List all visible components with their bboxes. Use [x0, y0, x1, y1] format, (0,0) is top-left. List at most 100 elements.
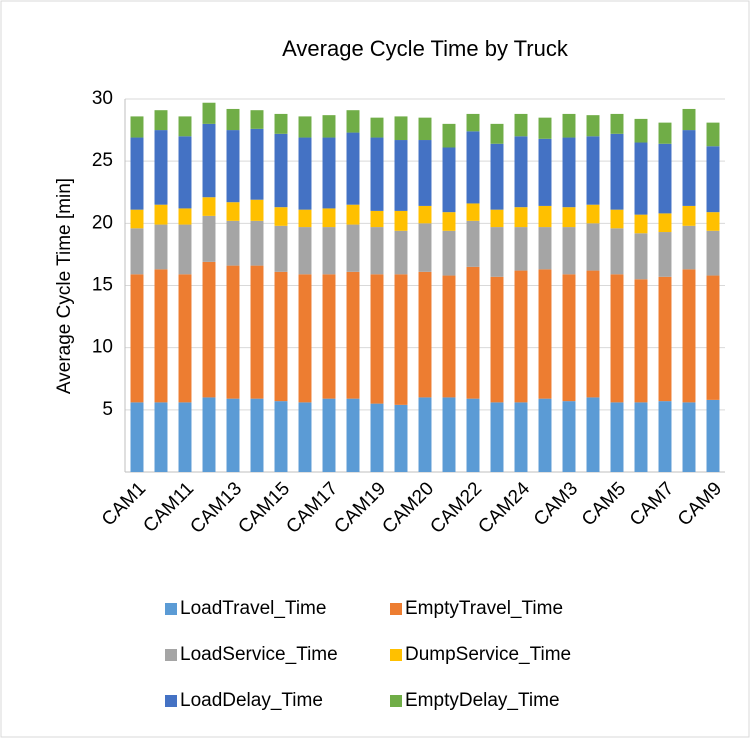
bar-segment [706, 146, 720, 213]
legend-label: LoadDelay_Time [180, 690, 323, 711]
bar-segment [514, 207, 528, 228]
legend-label: LoadService_Time [180, 644, 338, 665]
bar-segment [322, 274, 336, 399]
bar-segment [274, 113, 288, 134]
bar-segment [706, 399, 720, 472]
bar-segment [634, 142, 648, 215]
y-tick-label: 15 [92, 275, 113, 296]
bar-segment [346, 204, 360, 225]
bar-segment [130, 137, 144, 210]
bar-segment [610, 133, 624, 210]
bar-segment [226, 130, 240, 203]
bar-segment [658, 122, 672, 144]
bar-segment [442, 230, 456, 276]
bar-segment [706, 212, 720, 231]
bar-segment [394, 210, 408, 231]
bar-segment [538, 117, 552, 139]
bar-segment [538, 138, 552, 206]
bar-segment [418, 140, 432, 206]
bar-segment [154, 402, 168, 472]
bar-segment [202, 102, 216, 124]
bar-segment [154, 110, 168, 131]
bar-segment [466, 113, 480, 132]
bar-segment [226, 220, 240, 266]
bar-segment [226, 398, 240, 472]
bar-segment [682, 205, 696, 226]
y-tick-label: 10 [92, 337, 113, 358]
bar-segment [250, 398, 264, 472]
bar-segment [202, 197, 216, 216]
bar-segment [370, 117, 384, 138]
legend-label: LoadTravel_Time [180, 598, 326, 619]
bar-segment [202, 397, 216, 472]
bar-segment [442, 212, 456, 231]
bar-segment [346, 132, 360, 205]
bar-segment [706, 230, 720, 276]
chart-title: Average Cycle Time by Truck [282, 36, 569, 61]
bar-segment [178, 116, 192, 137]
bar-segment [370, 227, 384, 275]
bar-segment [154, 224, 168, 270]
bar-segment [562, 274, 576, 402]
bar-segment [466, 131, 480, 204]
bar-segment [346, 224, 360, 272]
bar-segment [418, 271, 432, 398]
legend-swatch [165, 603, 177, 615]
bar-segment [130, 116, 144, 138]
bar-segment [250, 128, 264, 200]
bar-segment [706, 275, 720, 400]
bar-segment [322, 115, 336, 138]
bar-segment [322, 208, 336, 228]
bar-segment [586, 270, 600, 398]
bar-segment [586, 204, 600, 224]
bar-segment [682, 269, 696, 403]
bar-segment [490, 143, 504, 210]
bar-segment [418, 397, 432, 472]
bar-segment [130, 274, 144, 403]
bar-segment [274, 133, 288, 208]
bar-segment [250, 199, 264, 221]
bar-segment [514, 270, 528, 403]
bar-segment [346, 398, 360, 472]
bar-segment [586, 136, 600, 205]
bar-segment [466, 203, 480, 221]
bar-segment [466, 398, 480, 472]
bar-segment [538, 398, 552, 472]
bar-segment [562, 137, 576, 208]
bar-segment [250, 220, 264, 266]
legend-swatch [165, 695, 177, 707]
bar-segment [442, 397, 456, 472]
bar-segment [634, 118, 648, 143]
bar-segment [490, 402, 504, 472]
bar-segment [586, 223, 600, 271]
bar-segment [274, 271, 288, 402]
bar-segment [490, 227, 504, 277]
bar-segment [418, 205, 432, 224]
bar-segment [178, 136, 192, 209]
bar-segment [634, 402, 648, 472]
bar-segment [226, 265, 240, 399]
y-tick-label: 25 [92, 150, 113, 171]
bar-segment [298, 274, 312, 403]
bar-segment [562, 401, 576, 472]
bar-segment [610, 113, 624, 134]
y-tick-label: 5 [102, 399, 113, 420]
bar-segment [682, 108, 696, 131]
legend-label: EmptyDelay_Time [405, 690, 560, 711]
bar-segment [274, 401, 288, 472]
bar-segment [538, 227, 552, 270]
bar-segment [682, 130, 696, 206]
bar-segment [514, 227, 528, 271]
bar-segment [202, 215, 216, 262]
bar-segment [514, 136, 528, 208]
bar-segment [298, 227, 312, 275]
bar-segment [442, 147, 456, 213]
bar-segment [178, 402, 192, 472]
bar-segment [658, 213, 672, 233]
bar-segment [130, 209, 144, 229]
bar-segment [586, 115, 600, 137]
bar-segment [178, 224, 192, 275]
bar-segment [586, 397, 600, 472]
bar-segment [394, 274, 408, 405]
bar-segment [202, 123, 216, 198]
